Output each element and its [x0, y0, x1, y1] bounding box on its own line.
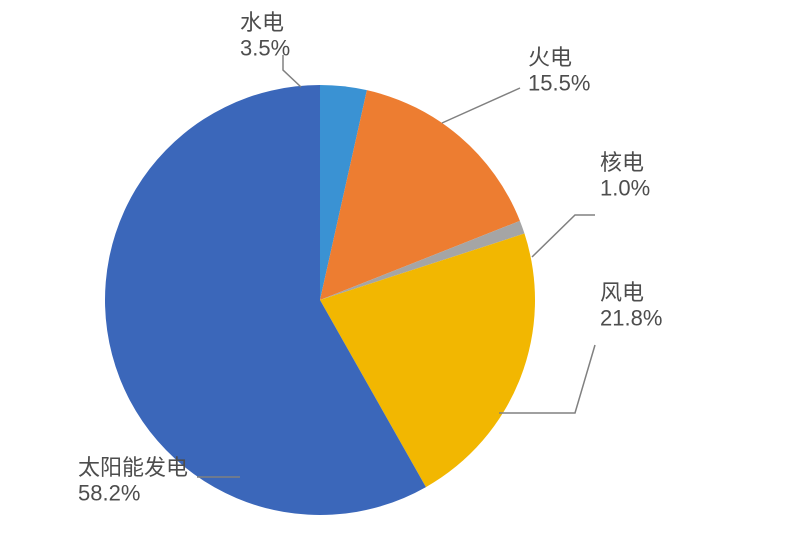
slice-label-pct: 21.8% — [600, 305, 662, 330]
slice-label-name: 太阳能发电 — [78, 455, 188, 480]
leader-line — [442, 88, 520, 123]
slice-label-pct: 58.2% — [78, 480, 140, 505]
slice-label-name: 风电 — [600, 280, 644, 305]
slice-label-name: 核电 — [600, 150, 644, 175]
pie-chart: 水电3.5% 火电15.5% 核电1.0% 风电21.8% 太阳能发电58.2% — [0, 0, 800, 550]
slice-label-pct: 15.5% — [528, 70, 590, 95]
slice-label-name: 水电 — [240, 10, 284, 35]
slice-label-pct: 3.5% — [240, 35, 290, 60]
slice-label-pct: 1.0% — [600, 175, 650, 200]
slice-label-name: 火电 — [528, 45, 572, 70]
leader-line — [532, 215, 595, 257]
